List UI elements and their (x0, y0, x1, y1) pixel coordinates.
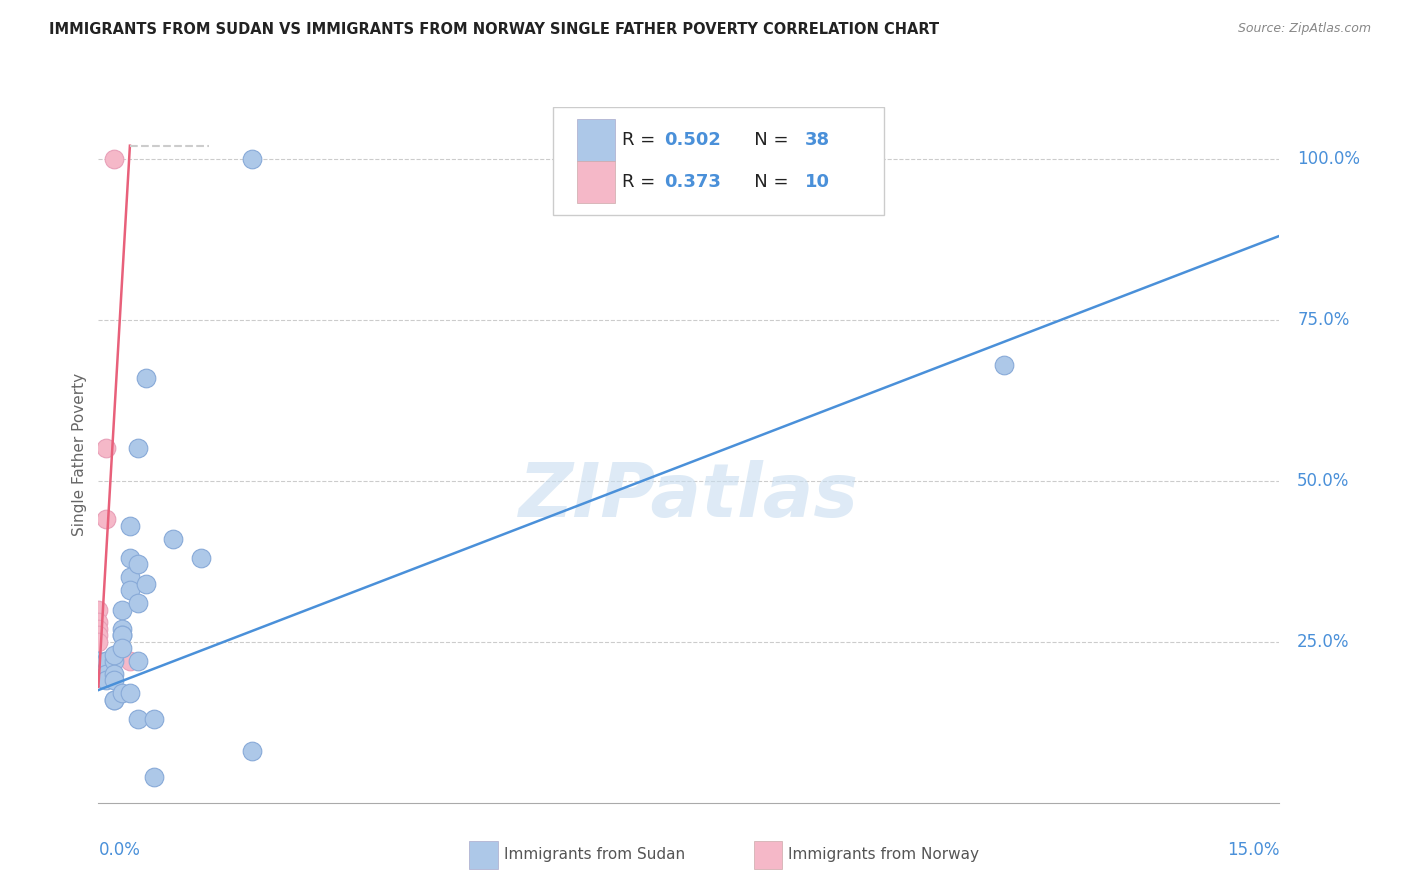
Point (135, 370, 157, 384)
Point (240, 744, 263, 758)
Point (127, 654, 149, 668)
Text: Source: ZipAtlas.com: Source: ZipAtlas.com (1237, 22, 1371, 36)
Point (96, 667, 118, 681)
Text: 15.0%: 15.0% (1227, 841, 1279, 859)
FancyBboxPatch shape (576, 161, 614, 202)
Point (142, 770, 165, 784)
Point (96, 660, 118, 674)
Text: N =: N = (737, 131, 794, 149)
FancyBboxPatch shape (576, 120, 614, 161)
Point (96, 673, 118, 688)
Text: 0.373: 0.373 (664, 173, 721, 191)
Point (118, 654, 141, 668)
Text: IMMIGRANTS FROM SUDAN VS IMMIGRANTS FROM NORWAY SINGLE FATHER POVERTY CORRELATIO: IMMIGRANTS FROM SUDAN VS IMMIGRANTS FROM… (49, 22, 939, 37)
Point (96, 512, 118, 526)
Point (87, 602, 110, 616)
Point (111, 622, 134, 636)
Text: 100.0%: 100.0% (1298, 150, 1360, 168)
Y-axis label: Single Father Poverty: Single Father Poverty (72, 374, 87, 536)
Point (142, 712, 165, 726)
Point (118, 583, 141, 598)
Point (111, 628, 134, 642)
Text: ZIPatlas: ZIPatlas (519, 460, 859, 533)
Text: 0.502: 0.502 (664, 131, 721, 149)
FancyBboxPatch shape (553, 107, 884, 215)
Point (993, 358, 1015, 372)
Point (87, 622, 110, 636)
Point (103, 648, 125, 662)
Point (118, 551, 141, 566)
Point (127, 558, 149, 572)
Point (103, 673, 125, 688)
Point (118, 518, 141, 533)
Point (127, 596, 149, 610)
Point (103, 692, 125, 706)
Text: N =: N = (737, 173, 794, 191)
Text: 75.0%: 75.0% (1298, 310, 1350, 328)
Point (240, 152, 263, 166)
Text: 38: 38 (804, 131, 830, 149)
Point (111, 602, 134, 616)
Point (127, 712, 149, 726)
Point (135, 576, 157, 591)
Point (96, 654, 118, 668)
Text: R =: R = (621, 173, 661, 191)
Text: 10: 10 (804, 173, 830, 191)
Point (111, 628, 134, 642)
Point (103, 692, 125, 706)
Text: 0.0%: 0.0% (98, 841, 141, 859)
Point (118, 686, 141, 700)
Point (103, 654, 125, 668)
Point (118, 570, 141, 584)
Text: 25.0%: 25.0% (1298, 632, 1350, 651)
Point (103, 667, 125, 681)
Text: 50.0%: 50.0% (1298, 472, 1350, 490)
Point (111, 686, 134, 700)
Text: R =: R = (621, 131, 661, 149)
Text: Immigrants from Sudan: Immigrants from Sudan (503, 847, 685, 863)
Point (162, 532, 184, 546)
Point (96, 654, 118, 668)
Point (127, 442, 149, 456)
Point (96, 442, 118, 456)
Point (87, 654, 110, 668)
Text: Immigrants from Norway: Immigrants from Norway (789, 847, 979, 863)
Point (87, 615, 110, 630)
Point (87, 634, 110, 648)
FancyBboxPatch shape (754, 841, 782, 869)
Point (111, 641, 134, 656)
Point (87, 660, 110, 674)
Point (87, 667, 110, 681)
Point (103, 152, 125, 166)
Point (87, 628, 110, 642)
FancyBboxPatch shape (470, 841, 498, 869)
Point (190, 551, 212, 566)
